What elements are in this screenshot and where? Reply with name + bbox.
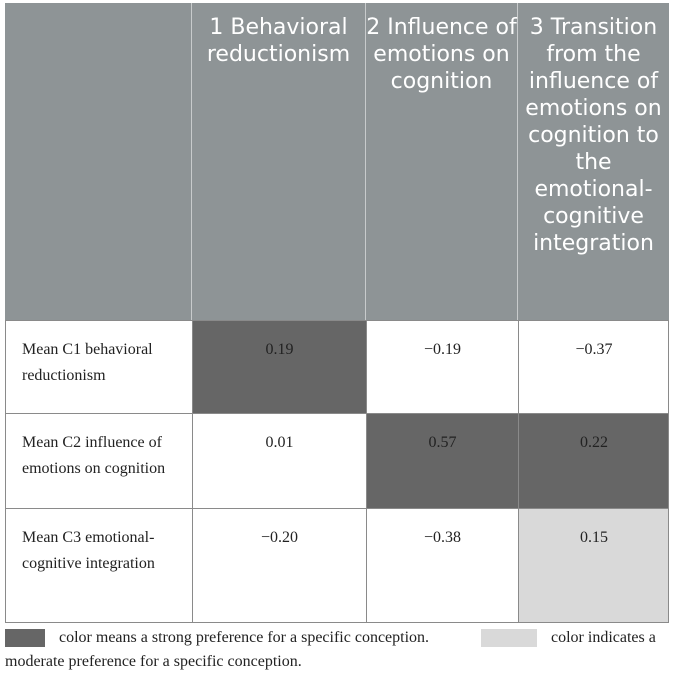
table-bottom-border: [5, 622, 669, 623]
cell-r1-c2: −0.19: [366, 320, 518, 413]
cell-r1-c3: −0.37: [518, 320, 669, 413]
row-label-c1: Mean C1 behavioral reductionism: [5, 320, 192, 413]
cell-r1-c1: 0.19: [192, 320, 366, 413]
cell-r2-c1: 0.01: [192, 413, 366, 508]
cell-r3-c1: −0.20: [192, 508, 366, 623]
header-col-1: 1 Behavioral reductionism: [192, 3, 366, 320]
row-label-c3: Mean C3 emotional-cognitive integration: [5, 508, 192, 623]
row-label-c2: Mean C2 influence of emotions on cogniti…: [5, 413, 192, 508]
legend-moderate-text-1: color indicates a: [551, 629, 656, 646]
data-table: 1 Behavioral reductionism 2 Influence of…: [5, 3, 669, 623]
legend-strong-text: color means a strong preference for a sp…: [59, 629, 430, 646]
legend-moderate-text-2: moderate preference for a specific conce…: [5, 653, 302, 670]
moderate-color-swatch: [481, 629, 537, 647]
header-col-2: 2 Influence of emotions on cognition: [366, 3, 518, 320]
header-empty-cell: [5, 3, 192, 320]
header-col-3: 3 Transition from the influence of emoti…: [518, 3, 669, 320]
cell-r3-c2: −0.38: [366, 508, 518, 623]
table-right-border: [668, 320, 669, 623]
cell-r2-c3: 0.22: [518, 413, 669, 508]
cell-r2-c2: 0.57: [366, 413, 518, 508]
strong-color-swatch: [5, 629, 45, 647]
cell-r3-c3: 0.15: [518, 508, 669, 623]
